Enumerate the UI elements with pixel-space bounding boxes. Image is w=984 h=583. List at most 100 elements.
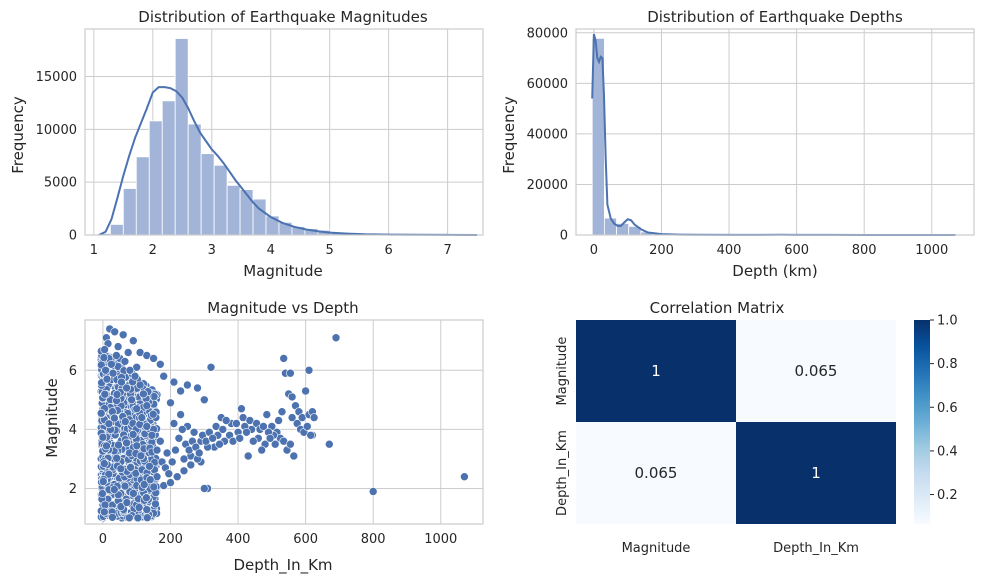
x-tick-label: 7 [443, 243, 451, 258]
scatter-point [120, 357, 130, 366]
scatter-point [96, 408, 106, 418]
x-axis-label: Depth_In_Km [233, 556, 332, 575]
scatter-point [114, 440, 123, 450]
scatter-point [136, 451, 146, 461]
scatter-point [129, 489, 138, 498]
scatter-point [149, 354, 158, 363]
scatter-point [156, 436, 165, 446]
x-tick-label: 600 [784, 243, 809, 258]
scatter-point [304, 365, 314, 375]
scatter-point [139, 389, 148, 399]
scatter-point [324, 439, 334, 449]
scatter-point [100, 389, 110, 399]
scatter-point [102, 441, 111, 451]
scatter-point [145, 461, 154, 471]
scatter-point [107, 359, 116, 369]
scatter-point [142, 493, 151, 503]
scatter-point [193, 383, 202, 393]
scatter-point [277, 407, 287, 417]
y-tick-label: 10000 [36, 123, 77, 138]
scatter-point [130, 371, 140, 381]
scatter-point [108, 368, 118, 378]
heatmap-column-label: Magnitude [622, 541, 691, 556]
scatter-point [110, 327, 119, 337]
histogram-bar [135, 156, 150, 236]
scatter-point [302, 422, 312, 431]
scatter-point [265, 433, 275, 443]
x-tick-label: 200 [158, 532, 183, 547]
heatmap-cell [576, 422, 736, 524]
scatter-point [117, 377, 126, 387]
scatter-point [259, 422, 268, 431]
y-tick-label: 2 [69, 482, 77, 497]
x-tick-label: 400 [717, 243, 742, 258]
scatter-point [169, 377, 179, 387]
scatter-point [235, 433, 244, 443]
scatter-point [232, 419, 241, 428]
scatter-point [156, 359, 165, 369]
scatter-point [100, 459, 109, 468]
x-tick-label: 2 [149, 243, 157, 258]
scatter-point [179, 454, 189, 464]
scatter-point [116, 502, 126, 511]
scatter-point [148, 409, 158, 419]
scatter-point [104, 469, 114, 479]
scatter-point [126, 463, 135, 472]
scatter-point [287, 413, 297, 422]
scatter-point [218, 425, 228, 434]
scatter-point [112, 390, 122, 399]
scatter-point [286, 368, 295, 378]
correlation-heatmap-panel: Correlation Matrix 1 0.065 0.065 1 Magnitude… [555, 299, 958, 556]
scatter-point [99, 353, 109, 362]
grid [576, 29, 974, 236]
scatter-point [142, 401, 152, 411]
scatter-point [174, 433, 184, 443]
scatter-point [309, 413, 319, 422]
chart-title: Correlation Matrix [650, 299, 785, 317]
histogram-bar [109, 224, 124, 236]
scatter-point [249, 436, 258, 446]
x-tick-label: 4 [267, 243, 275, 258]
scatter-point [121, 417, 130, 426]
x-tick-label: 0 [590, 243, 598, 258]
scatter-point [237, 404, 246, 414]
scatter-point [208, 433, 217, 443]
y-tick-label: 40000 [527, 127, 568, 142]
scatter-point [134, 503, 144, 512]
y-tick-label: 5000 [44, 176, 77, 191]
x-tick-label: 1000 [915, 243, 948, 258]
scatter-point [151, 499, 160, 509]
scatter-point [122, 383, 131, 393]
scatter-point [301, 386, 310, 396]
heatmap-value-label: 0.065 [795, 362, 838, 380]
magnitude-histogram-panel: Distribution of Earthquake Magnitudes Ma… [9, 8, 484, 280]
scatter-point [243, 451, 253, 461]
scatter-point [169, 419, 179, 428]
scatter-point [270, 439, 280, 449]
scatter-point [186, 460, 196, 470]
scatter-point [133, 513, 143, 523]
scatter-point [118, 330, 128, 340]
x-tick-label: 600 [293, 532, 318, 547]
heatmap-column-label: Depth_In_Km [773, 541, 859, 556]
scatter-point [139, 480, 149, 489]
x-tick-label: 0 [99, 532, 107, 547]
y-tick-label: 6 [69, 364, 77, 379]
scatter-point [125, 513, 134, 523]
scatter-point [113, 342, 123, 351]
scatter-point [166, 478, 175, 487]
heatmap-value-label: 0.065 [635, 464, 678, 482]
scatter-point [149, 482, 159, 492]
histogram-bars [591, 37, 836, 236]
scatter-point [125, 365, 135, 375]
kde-line [591, 33, 956, 236]
scatter-point [368, 487, 378, 496]
y-tick-label: 0 [69, 229, 77, 244]
scatter-point [112, 453, 121, 463]
scatter-point [286, 439, 295, 449]
scatter-point [274, 416, 283, 425]
y-axis-label: Frequency [9, 96, 27, 174]
scatter-point [171, 445, 180, 455]
scatter-point [123, 348, 133, 357]
scatter-point [110, 485, 119, 494]
